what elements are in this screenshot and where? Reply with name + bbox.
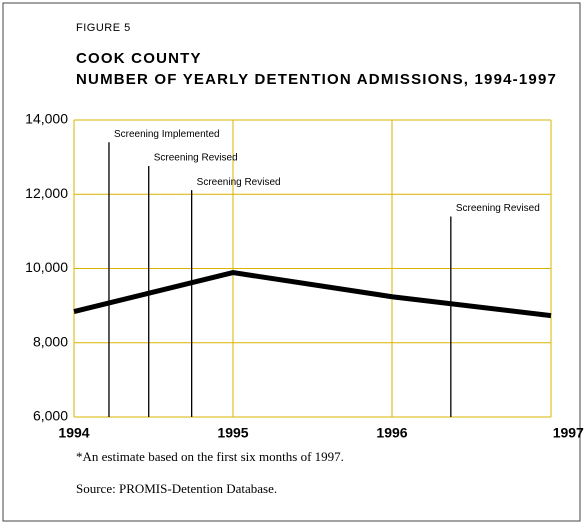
source: Source: PROMIS-Detention Database. bbox=[76, 481, 277, 496]
annotation-label: Screening Revised bbox=[197, 177, 281, 188]
y-tick-label: 8,000 bbox=[33, 333, 68, 349]
y-tick-label: 6,000 bbox=[33, 408, 68, 424]
y-tick-label: 10,000 bbox=[25, 259, 68, 275]
annotation-label: Screening Implemented bbox=[114, 129, 220, 140]
y-tick-label: 14,000 bbox=[25, 111, 68, 127]
y-tick-label: 12,000 bbox=[25, 185, 68, 201]
chart-subtitle: NUMBER OF YEARLY DETENTION ADMISSIONS, 1… bbox=[76, 71, 557, 88]
figure-label: FIGURE 5 bbox=[76, 22, 131, 34]
annotation-label: Screening Revised bbox=[456, 203, 540, 214]
x-tick-label: 1995 bbox=[217, 425, 248, 441]
x-tick-label: 1997* bbox=[553, 425, 584, 441]
x-tick-label: 1994 bbox=[58, 425, 89, 441]
data-line bbox=[73, 270, 552, 319]
x-tick-label: 1996 bbox=[376, 425, 407, 441]
chart-title: COOK COUNTY bbox=[76, 50, 202, 67]
note: *An estimate based on the first six mont… bbox=[76, 449, 344, 464]
annotation-label: Screening Revised bbox=[154, 153, 238, 164]
